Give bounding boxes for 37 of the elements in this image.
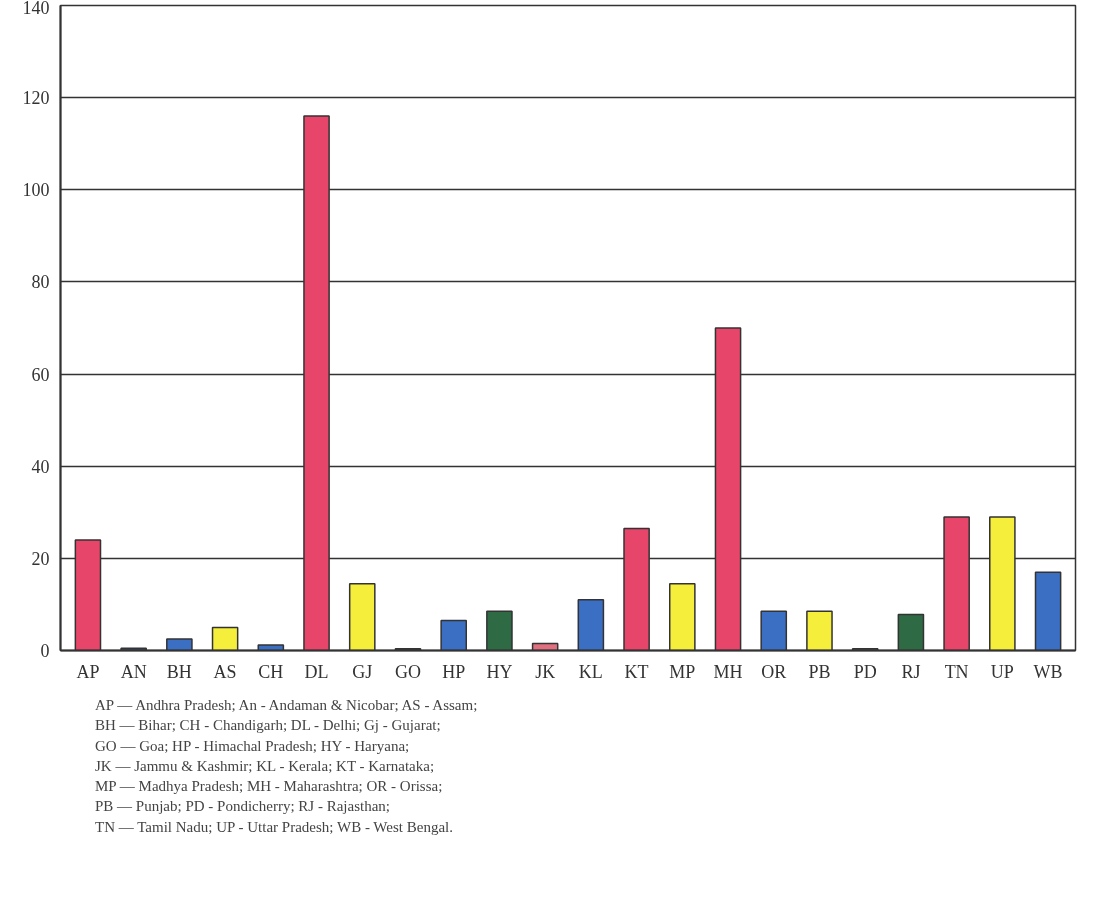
- x-tick-label: KT: [624, 661, 649, 682]
- x-tick-label: KL: [578, 661, 603, 682]
- x-tick-label: CH: [258, 661, 284, 682]
- x-tick-label: AS: [213, 661, 237, 682]
- x-tick-label: UP: [990, 661, 1014, 682]
- x-tick-label: HY: [486, 661, 513, 682]
- x-tick-label: MP: [669, 661, 696, 682]
- text: MP — Madhya Pradesh; MH - Maharashtra; OR - Orissa;: [95, 778, 443, 794]
- y-tick-label: 80: [31, 272, 50, 293]
- text: JK — Jammu & Kashmir; KL - Kerala; KT - Karnataka;: [95, 757, 435, 774]
- text: GO — Goa; HP - Himachal Pradesh; HY - Haryana;: [95, 737, 410, 754]
- y-tick-label: 60: [31, 364, 50, 385]
- x-tick-label: GO: [394, 661, 421, 682]
- x-tick-label: PB: [808, 661, 831, 682]
- y-tick-label: 0: [40, 641, 50, 661]
- x-tick-label: HP: [442, 661, 466, 682]
- y-tick-label: 20: [31, 548, 50, 569]
- x-tick-label: GJ: [352, 661, 373, 682]
- y-tick-label: 100: [22, 180, 50, 201]
- x-tick-label: AP: [76, 661, 100, 682]
- text: BH — Bihar; CH - Chandigarh; DL - Delhi; Gj - Gujarat;: [95, 717, 441, 734]
- x-tick-label: TN: [944, 661, 969, 682]
- x-tick-label: PD: [853, 661, 877, 682]
- text: AP — Andhra Pradesh; An - Andaman & Nicobar; AS - Assam;: [95, 697, 478, 713]
- y-tick-label: 120: [22, 88, 50, 109]
- x-tick-label: DL: [304, 661, 329, 682]
- x-tick-label: BH: [166, 661, 192, 682]
- text: TN — Tamil Nadu; UP - Uttar Pradesh; WB - West Bengal.: [95, 818, 453, 835]
- x-tick-label: AN: [120, 661, 147, 682]
- y-tick-label: 140: [22, 0, 50, 18]
- x-tick-label: RJ: [901, 661, 921, 682]
- x-tick-label: JK: [535, 661, 556, 682]
- text: PB — Punjab; PD - Pondicherry; RJ - Rajasthan;: [95, 798, 390, 815]
- y-tick-label: 40: [31, 456, 50, 477]
- x-tick-label: WB: [1033, 661, 1063, 682]
- x-tick-label: MH: [713, 661, 743, 682]
- x-tick-label: OR: [761, 661, 787, 682]
